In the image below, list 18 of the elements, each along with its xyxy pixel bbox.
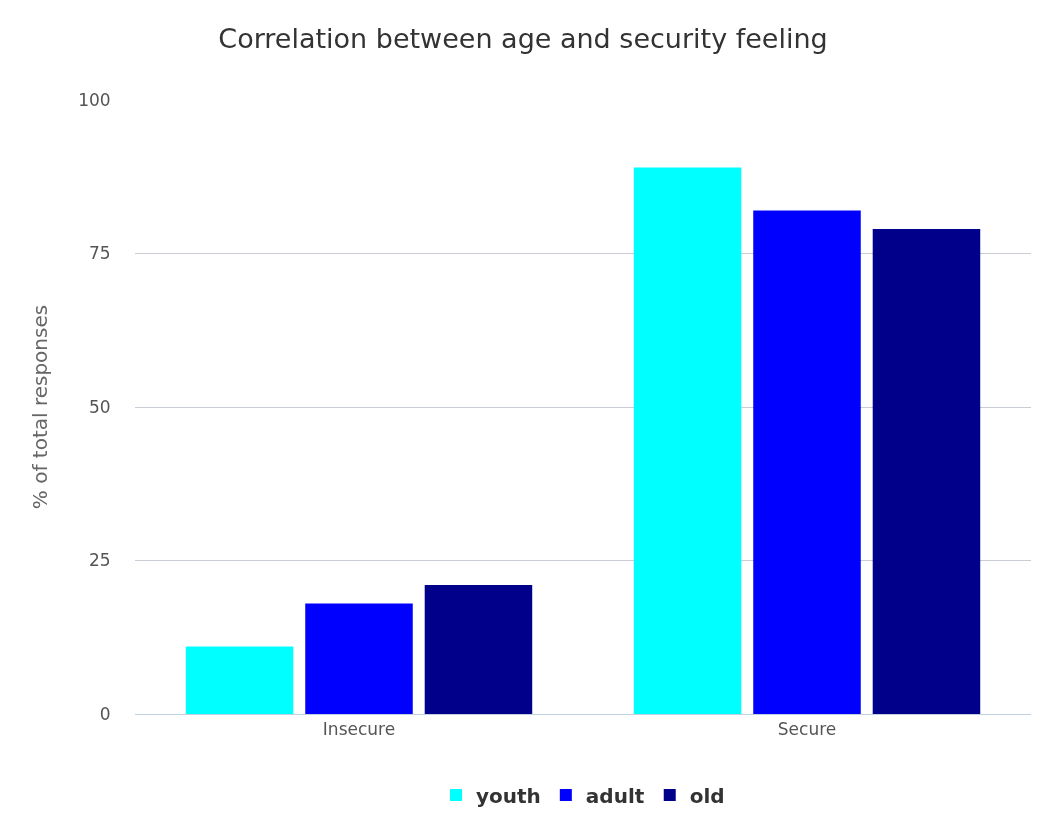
y-tick-label: 0 [99,703,111,724]
chart-title: Correlation between age and security feeling [218,22,828,54]
bar [633,167,742,714]
legend-label: old [689,783,725,808]
legend-label: youth [476,783,541,808]
bar [424,585,533,714]
x-tick-label: Insecure [322,719,396,740]
legend-label: adult [585,783,645,808]
y-axis-title: % of total responses [27,304,52,510]
bar [185,646,294,714]
x-tick-label: Secure [777,719,837,740]
y-tick-label: 25 [88,550,111,571]
bar [305,603,413,714]
bar [753,210,861,714]
bar [872,228,981,714]
y-tick-label: 75 [88,243,111,264]
y-tick-label: 100 [78,89,111,110]
y-tick-label: 50 [88,396,111,417]
